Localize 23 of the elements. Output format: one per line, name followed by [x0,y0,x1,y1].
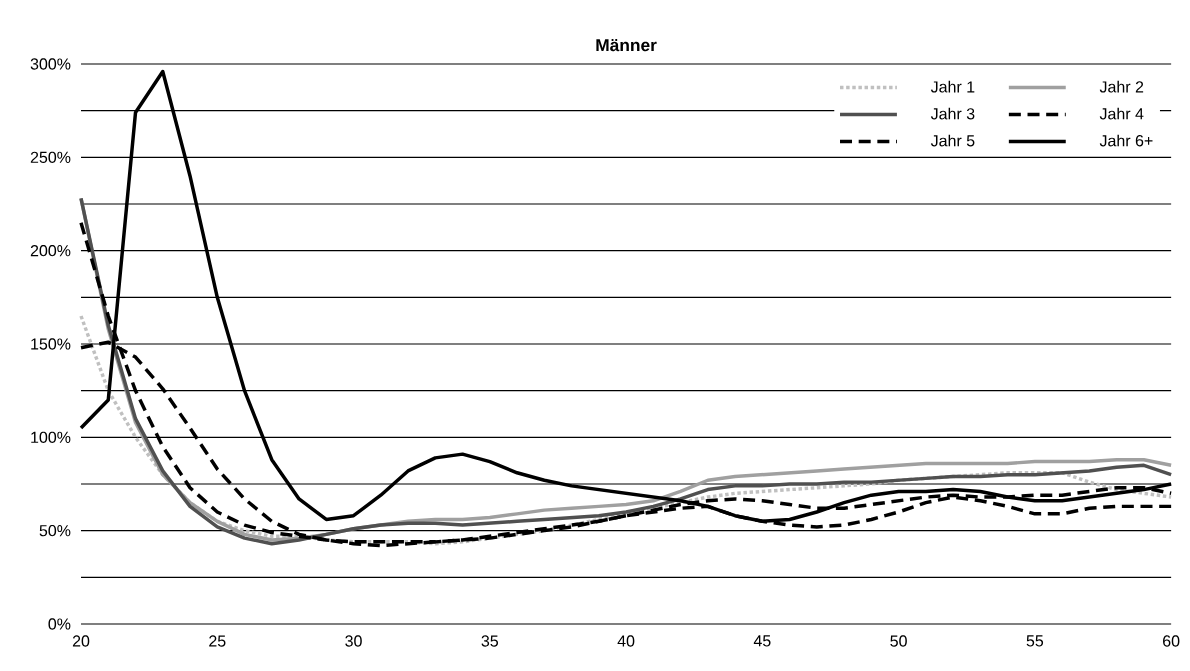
y-tick-label: 250% [30,151,71,163]
x-tick-label: 45 [753,635,771,647]
x-tick-label: 35 [481,635,499,647]
x-tick-label: 60 [1163,635,1180,647]
x-tick-label: 55 [1026,635,1044,647]
legend-label: Jahr 6+ [1099,134,1153,147]
y-tick-label: 150% [31,338,71,350]
y-tick-label: 200% [30,245,71,257]
legend-label: Jahr 4 [1099,107,1144,120]
y-tick-label: 0% [48,618,71,630]
x-tick-label: 50 [890,635,907,647]
chart-title: Männer [596,39,657,52]
x-tick-label: 30 [345,635,362,647]
legend-label: Jahr 1 [930,80,975,93]
x-tick-label: 40 [617,635,635,647]
x-tick-label: 20 [72,635,90,647]
y-tick-label: 300% [30,58,71,70]
legend-label: Jahr 2 [1099,80,1144,93]
legend-label: Jahr 3 [930,107,975,120]
y-tick-label: 50% [39,524,71,537]
x-tick-label: 25 [209,635,226,647]
y-tick-label: 100% [31,431,71,443]
legend-label: Jahr 5 [930,134,975,147]
